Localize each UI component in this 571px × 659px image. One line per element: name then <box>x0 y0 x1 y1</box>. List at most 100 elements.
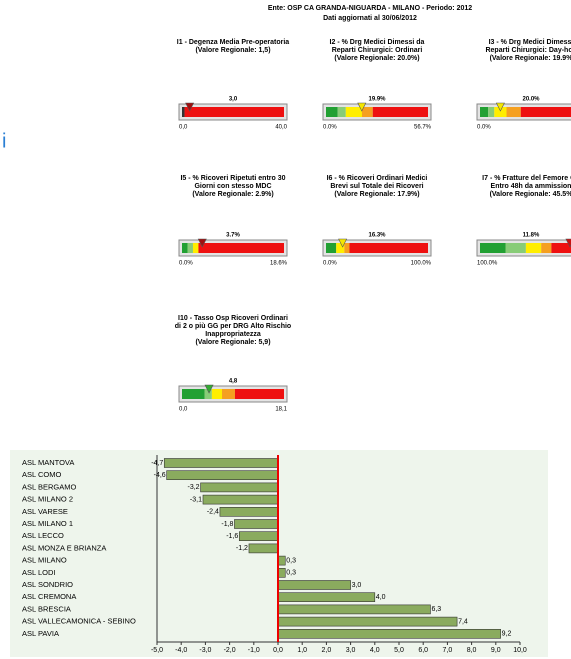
bar-value-label: 0,3 <box>286 570 296 577</box>
gauge-min: 0,0 <box>179 407 188 413</box>
y-tick-label: ASL MONZA E BRIANZA <box>22 543 106 552</box>
x-tick-label: 1,0 <box>297 647 307 654</box>
gauge-title: Brevi sul Totale dei Ricoveri <box>330 183 423 190</box>
gauge-marker <box>495 102 505 112</box>
bar <box>277 616 458 627</box>
gauge-value: 20.0% <box>522 97 540 103</box>
bar-value-label: 6,3 <box>431 606 441 613</box>
bar-value-label: -2,4 <box>207 509 219 516</box>
gauge-max: 56.7% <box>414 125 432 131</box>
bar <box>234 519 279 529</box>
x-tick-label: -3,0 <box>199 647 211 654</box>
y-tick-label: ASL SONDRIO <box>22 580 73 589</box>
y-tick-label: ASL COMO <box>22 470 61 479</box>
gauge-zone <box>480 107 489 117</box>
gauge-zone <box>480 243 506 253</box>
bar <box>219 506 279 517</box>
gauge-zone <box>336 243 345 253</box>
bar-value-label: -3,2 <box>187 484 199 491</box>
y-tick-label: ASL LODI <box>22 568 56 577</box>
bar <box>277 555 286 566</box>
y-tick-label: ASL PAVIA <box>22 629 59 638</box>
bar <box>277 604 431 615</box>
x-tick-label: -4,0 <box>175 647 187 654</box>
x-tick-label: 10,0 <box>513 647 527 654</box>
bar-value-label: -3,1 <box>190 496 202 503</box>
gauge-zone <box>372 107 428 117</box>
gauge-value: 3.7% <box>226 233 240 239</box>
x-tick-label: 2,0 <box>322 647 332 654</box>
bar-value-label: -1,8 <box>221 521 233 528</box>
bar-value-label: -1,6 <box>226 533 238 540</box>
gauge-title: (Valore Regionale: 2.9%) <box>192 191 273 198</box>
x-tick-label: 0,0 <box>273 647 283 654</box>
gauge-zone <box>326 243 337 253</box>
bar <box>277 592 376 603</box>
gauge-zone <box>541 243 552 253</box>
gauge-zone <box>222 389 235 399</box>
gauge-title: (Valore Regionale: 1,5) <box>195 47 270 54</box>
gauge-zone <box>182 107 185 117</box>
gauge-title: (Valore Regionale: 20.0%) <box>334 55 419 62</box>
bar-value-label: 0,3 <box>286 557 296 564</box>
bar-value-label: 9,2 <box>502 631 512 638</box>
bar-value-label: -1,2 <box>236 545 248 552</box>
gauge-marker <box>338 238 348 248</box>
gauge-zone <box>204 389 212 399</box>
gauge-title: (Valore Regionale: 45.5% <box>490 191 571 198</box>
gauge-title: I6 - % Ricoveri Ordinari Medici <box>327 175 428 182</box>
gauge-zone <box>326 107 338 117</box>
gauge-title: (Valore Regionale: 19.9% <box>490 55 571 62</box>
gauge-zone <box>337 107 346 117</box>
gauge-marker <box>357 102 367 112</box>
gauge-min: 0.0% <box>179 261 193 267</box>
x-tick-label: 5,0 <box>394 647 404 654</box>
gauge-title: Reparti Chirurgici: Ordinari <box>332 47 423 54</box>
gauge-title: I5 - % Ricoveri Ripetuti entro 30 <box>180 175 285 182</box>
gauge-zone <box>506 107 521 117</box>
gauge-max: 40,0 <box>275 125 287 131</box>
x-tick-label: 8,0 <box>467 647 477 654</box>
gauge-zone <box>488 107 495 117</box>
x-tick-label: 7,0 <box>443 647 453 654</box>
bar-value-label: -4,7 <box>151 460 163 467</box>
gauge-value: 4,8 <box>229 379 238 385</box>
header-line: Ente: OSP CA GRANDA-NIGUARDA - MILANO - … <box>268 5 472 12</box>
gauge-zone <box>198 243 284 253</box>
gauge-zone <box>345 107 362 117</box>
gauge-min: 0,0 <box>179 125 188 131</box>
gauge-min: 0.0% <box>477 125 491 131</box>
gauge-title: Giorni con stesso MDC <box>194 183 271 190</box>
y-tick-label: ASL MILANO 1 <box>22 519 73 528</box>
bar-value-label: 3,0 <box>352 582 362 589</box>
gauge-zone <box>182 389 205 399</box>
bar <box>163 458 279 468</box>
gauge-title: (Valore Regionale: 17.9%) <box>334 191 419 198</box>
gauge-max: 18,1 <box>275 407 287 413</box>
gauge-zone <box>361 107 373 117</box>
x-tick-label: 4,0 <box>370 647 380 654</box>
y-tick-label: ASL BRESCIA <box>22 604 71 613</box>
gauge-zone <box>505 243 526 253</box>
gauge-title: Inappropriatezza <box>205 331 261 338</box>
header-line: Dati aggiornati al 30/06/2012 <box>323 15 417 22</box>
gauge-min: 100.0% <box>477 261 498 267</box>
bar <box>202 494 279 505</box>
gauge-marker <box>565 238 571 248</box>
gauge-title: di 2 o più GG per DRG Alto Rischio <box>175 323 291 330</box>
info-icon[interactable]: i <box>2 130 6 152</box>
gauge-title: Reparti Chirurgici: Day-hos <box>485 47 571 54</box>
gauge-title: I7 - % Fratture del Femore Op <box>482 175 571 182</box>
y-tick-label: ASL LECCO <box>22 531 64 540</box>
bar-value-label: -4,6 <box>154 472 166 479</box>
gauge-max: 18.6% <box>270 261 288 267</box>
y-tick-label: ASL VALLECAMONICA - SEBINO <box>22 617 136 626</box>
x-tick-label: -1,0 <box>248 647 260 654</box>
bar <box>277 580 351 590</box>
gauge-value: 11.8% <box>523 233 540 239</box>
gauge-value: 3,0 <box>229 97 238 103</box>
y-tick-label: ASL CREMONA <box>22 592 76 601</box>
gauge-zone <box>234 389 284 399</box>
bar <box>248 543 279 554</box>
bar-value-label: 4,0 <box>376 594 386 601</box>
